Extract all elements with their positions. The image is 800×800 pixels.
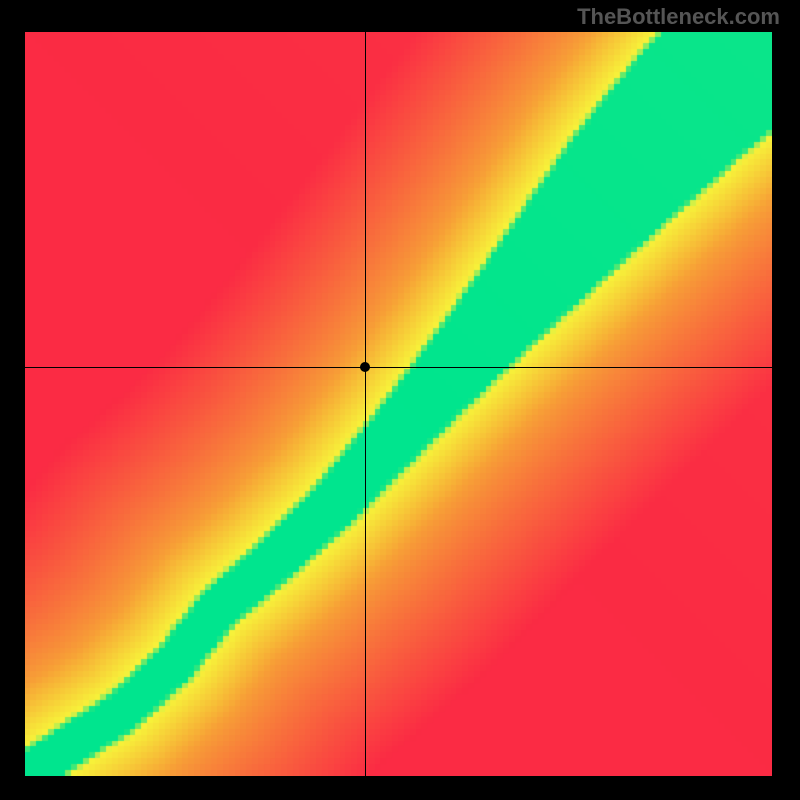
crosshair-horizontal	[25, 367, 772, 368]
chart-container: TheBottleneck.com	[0, 0, 800, 800]
plot-area	[25, 32, 772, 776]
crosshair-vertical	[365, 32, 366, 776]
heatmap-canvas	[25, 32, 772, 776]
watermark-text: TheBottleneck.com	[577, 4, 780, 30]
marker-dot	[360, 362, 370, 372]
